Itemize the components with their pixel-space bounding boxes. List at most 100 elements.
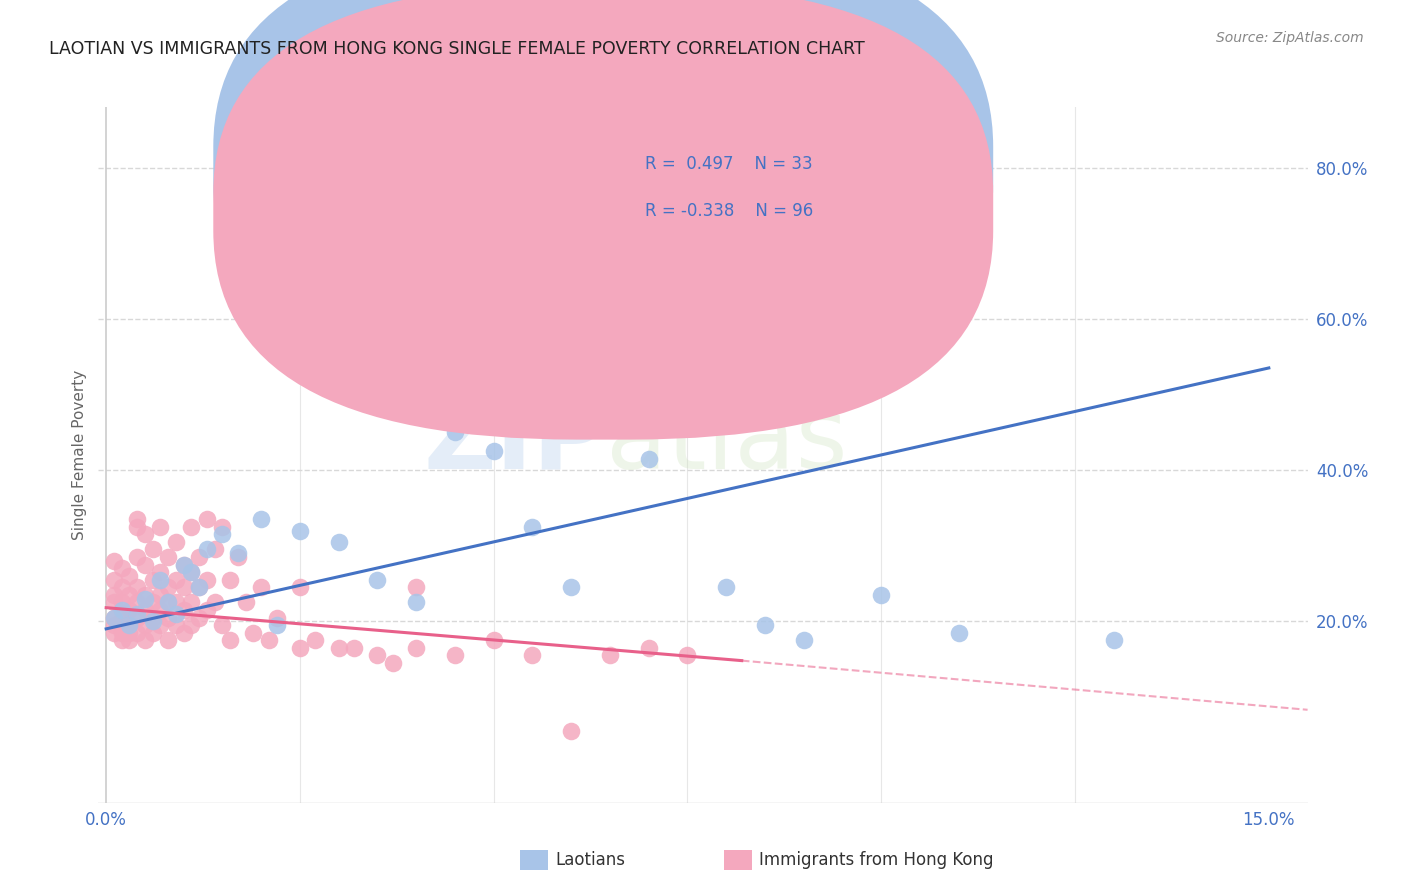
Point <box>637 451 659 466</box>
Text: Source: ZipAtlas.com: Source: ZipAtlas.com <box>1216 31 1364 45</box>
Point <box>165 573 187 587</box>
Point <box>235 595 257 609</box>
Point <box>142 595 165 609</box>
Point <box>111 561 134 575</box>
Point <box>180 565 202 579</box>
Point <box>522 520 544 534</box>
Point <box>142 615 165 629</box>
Point <box>204 542 226 557</box>
Point <box>482 444 505 458</box>
FancyBboxPatch shape <box>214 0 993 440</box>
Point <box>211 520 233 534</box>
Point <box>157 595 180 609</box>
Point <box>676 648 699 663</box>
Point <box>134 558 156 572</box>
Point <box>304 633 326 648</box>
Point <box>111 603 134 617</box>
Point <box>127 549 149 564</box>
Point <box>188 580 211 594</box>
Point <box>173 558 195 572</box>
Point <box>195 542 218 557</box>
Text: atlas: atlas <box>606 392 848 490</box>
Point <box>793 633 815 648</box>
Point <box>134 527 156 541</box>
Point <box>328 640 350 655</box>
Point <box>134 591 156 606</box>
Point <box>173 625 195 640</box>
Point <box>118 618 141 632</box>
Point <box>134 618 156 632</box>
Point <box>157 633 180 648</box>
Point <box>103 573 125 587</box>
Point <box>111 595 134 609</box>
Point <box>180 565 202 579</box>
Point <box>118 633 141 648</box>
Point <box>142 573 165 587</box>
Point <box>219 573 242 587</box>
Point <box>149 588 172 602</box>
Point <box>149 573 172 587</box>
Point <box>211 618 233 632</box>
Point <box>405 580 427 594</box>
Text: R = -0.338    N = 96: R = -0.338 N = 96 <box>645 202 813 220</box>
Point <box>165 595 187 609</box>
Point <box>118 569 141 583</box>
Point <box>127 520 149 534</box>
Point <box>149 565 172 579</box>
Point <box>948 625 970 640</box>
Point <box>195 512 218 526</box>
Point <box>381 656 404 670</box>
Point <box>204 595 226 609</box>
Point <box>103 595 125 609</box>
Point <box>103 610 125 624</box>
Point <box>103 588 125 602</box>
Point <box>111 580 134 594</box>
Point <box>173 558 195 572</box>
FancyBboxPatch shape <box>558 131 897 246</box>
Point <box>149 520 172 534</box>
Point <box>142 625 165 640</box>
Point <box>111 610 134 624</box>
Point <box>103 625 125 640</box>
Point <box>127 580 149 594</box>
Point <box>118 625 141 640</box>
Point <box>157 580 180 594</box>
Point <box>560 580 582 594</box>
Point <box>560 723 582 738</box>
Point <box>157 549 180 564</box>
Point <box>637 640 659 655</box>
Point <box>142 542 165 557</box>
Point <box>127 625 149 640</box>
Point <box>328 534 350 549</box>
Point <box>266 618 288 632</box>
Text: Immigrants from Hong Kong: Immigrants from Hong Kong <box>759 851 994 869</box>
Point <box>127 607 149 621</box>
Point <box>111 633 134 648</box>
Text: R =  0.497    N = 33: R = 0.497 N = 33 <box>645 155 813 173</box>
Point <box>134 633 156 648</box>
Point <box>127 610 149 624</box>
Point <box>165 534 187 549</box>
Point <box>188 610 211 624</box>
Point <box>188 580 211 594</box>
Point <box>444 425 467 440</box>
Point <box>180 618 202 632</box>
Point <box>870 588 893 602</box>
Point <box>482 633 505 648</box>
Point <box>103 554 125 568</box>
Point <box>211 527 233 541</box>
Point <box>165 607 187 621</box>
Point <box>180 595 202 609</box>
Point <box>118 588 141 602</box>
Point <box>127 595 149 609</box>
Point <box>127 512 149 526</box>
Point <box>195 603 218 617</box>
Point <box>134 603 156 617</box>
Point <box>250 580 273 594</box>
Point <box>149 618 172 632</box>
Point <box>111 625 134 640</box>
Point <box>288 580 311 594</box>
Text: ZIP: ZIP <box>423 392 606 490</box>
Point <box>103 610 125 624</box>
Point <box>242 625 264 640</box>
